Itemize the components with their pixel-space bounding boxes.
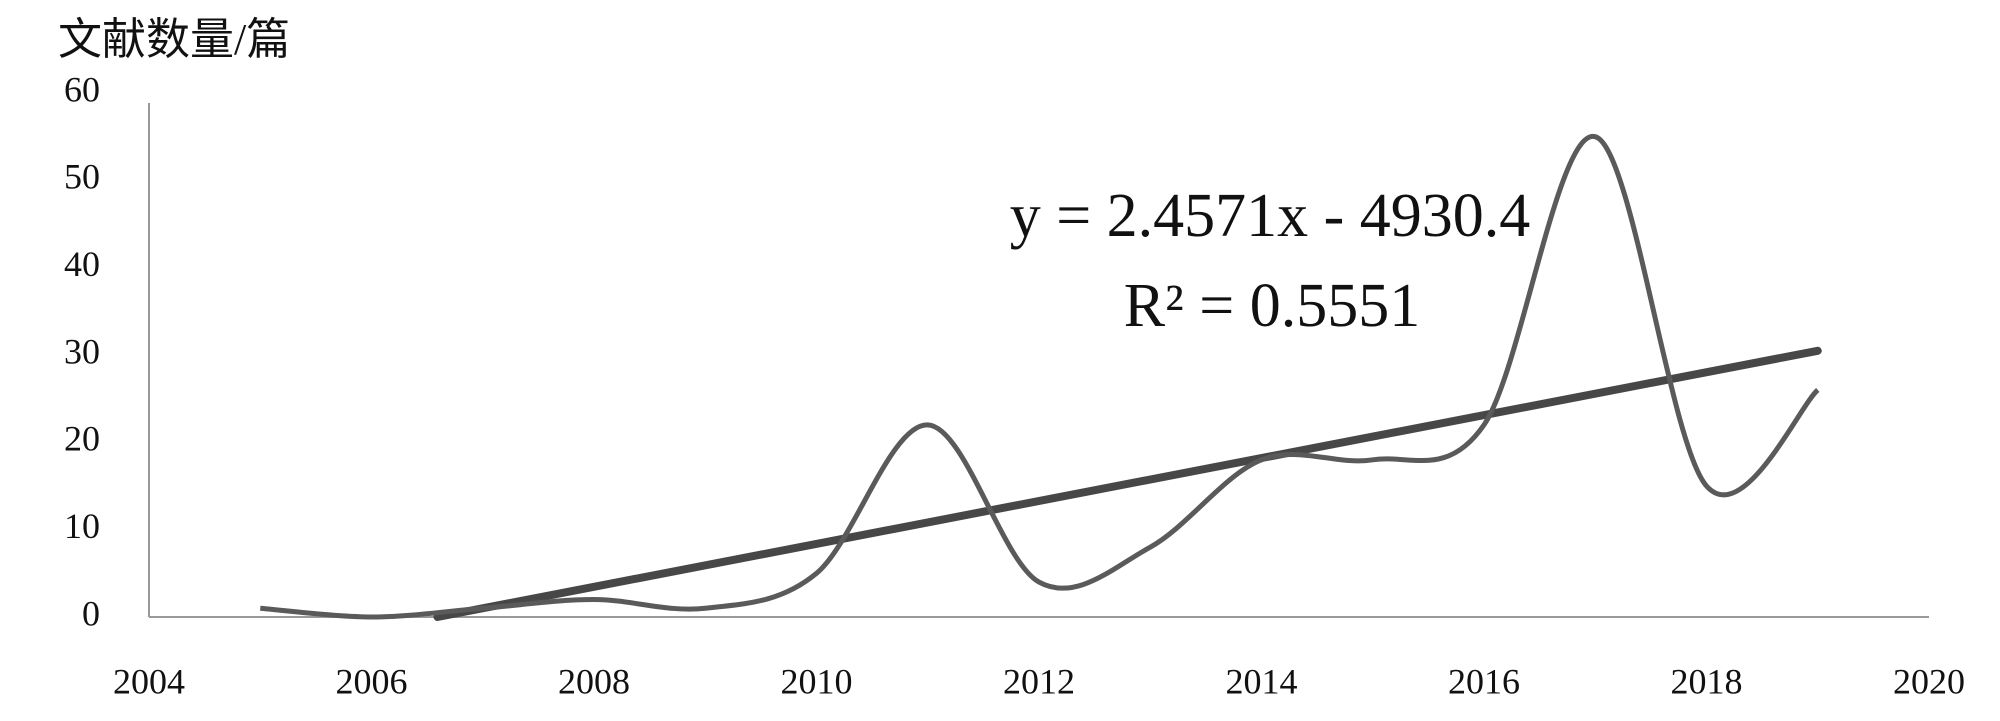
trend-line [433,346,1822,621]
x-tick-label: 2008 [558,661,630,701]
x-tick-label: 2012 [1003,661,1075,701]
y-tick-label: 10 [64,506,100,546]
y-tick-label: 50 [64,157,100,197]
trend-equation: y = 2.4571x - 4930.4 [1010,182,1531,250]
x-tick-label: 2016 [1448,661,1520,701]
y-axis-title: 文献数量/篇 [58,15,290,64]
x-tick-label: 2018 [1671,661,1743,701]
x-tick-label: 2006 [336,661,408,701]
x-tick-label: 2020 [1893,661,1965,701]
y-tick-label: 30 [64,331,100,371]
data-line [260,134,1820,620]
y-tick-label: 60 [64,69,100,109]
x-tick-label: 2004 [113,661,185,701]
x-tick-label: 2014 [1226,661,1298,701]
x-tick-label: 2010 [781,661,853,701]
y-tick-label: 0 [82,593,100,633]
y-tick-label: 40 [64,244,100,284]
y-tick-label: 20 [64,419,100,459]
trend-r-squared: R² = 0.5551 [1124,272,1420,340]
